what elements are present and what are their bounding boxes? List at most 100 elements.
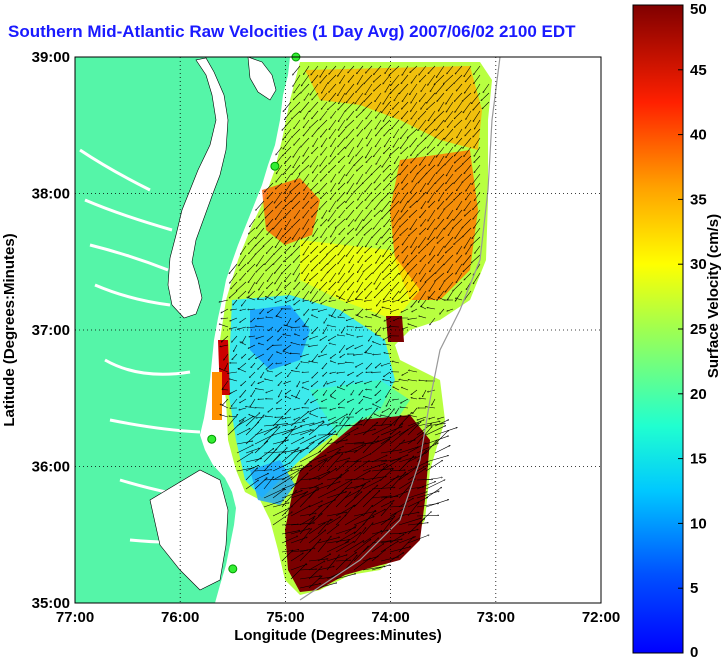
- velocity-arrow: [326, 446, 344, 454]
- velocity-arrow: [471, 236, 481, 246]
- velocity-arrow: [317, 439, 332, 454]
- velocity-arrow: [312, 218, 319, 228]
- velocity-arrow: [222, 398, 229, 406]
- velocity-arrow: [275, 182, 283, 189]
- velocity-arrow: [266, 362, 274, 369]
- velocity-arrow: [239, 407, 247, 410]
- velocity-arrow: [381, 101, 391, 113]
- velocity-arrow: [447, 308, 454, 311]
- velocity-arrow: [364, 92, 373, 102]
- velocity-arrow: [402, 245, 409, 253]
- velocity-arrow: [240, 317, 247, 323]
- velocity-arrow: [278, 326, 283, 332]
- velocity-arrow: [416, 443, 438, 454]
- velocity-arrow: [337, 65, 346, 76]
- velocity-arrow: [400, 191, 409, 203]
- velocity-arrow: [402, 65, 409, 75]
- velocity-arrow: [428, 254, 436, 263]
- velocity-arrow: [290, 429, 311, 436]
- velocity-arrow: [454, 155, 463, 163]
- velocity-arrow: [438, 155, 445, 166]
- velocity-arrow: [294, 137, 301, 145]
- velocity-arrow: [376, 308, 382, 316]
- velocity-arrow: [284, 344, 292, 350]
- velocity-arrow: [283, 209, 292, 219]
- velocity-arrow: [348, 218, 355, 226]
- velocity-arrow: [311, 380, 319, 387]
- velocity-arrow: [294, 83, 301, 93]
- velocity-arrow: [266, 245, 274, 254]
- velocity-arrow: [364, 227, 373, 235]
- velocity-arrow: [224, 353, 229, 360]
- velocity-arrow: [328, 218, 337, 227]
- velocity-arrow: [265, 296, 274, 301]
- velocity-arrow: [357, 65, 364, 74]
- velocity-arrow: [241, 353, 247, 358]
- velocity-arrow: [303, 209, 310, 218]
- velocity-arrow: [464, 164, 472, 174]
- velocity-arrow: [321, 263, 328, 271]
- velocity-arrow: [419, 227, 427, 234]
- velocity-arrow: [401, 299, 409, 302]
- velocity-arrow: [327, 101, 337, 110]
- velocity-arrow: [263, 424, 288, 427]
- radar-station-marker: [270, 161, 280, 171]
- velocity-arrow: [419, 281, 427, 290]
- velocity-arrow: [444, 155, 454, 165]
- velocity-arrow: [241, 380, 247, 386]
- velocity-arrow: [439, 281, 445, 290]
- velocity-arrow: [300, 137, 310, 147]
- velocity-arrow: [353, 418, 367, 427]
- velocity-arrow: [375, 92, 382, 102]
- velocity-arrow: [344, 445, 363, 454]
- velocity-arrow: [309, 272, 319, 281]
- velocity-arrow: [417, 137, 427, 147]
- velocity-arrow: [463, 101, 472, 113]
- velocity-arrow: [372, 314, 382, 319]
- velocity-arrow: [338, 110, 346, 122]
- velocity-arrow: [401, 110, 409, 119]
- velocity-arrow: [312, 146, 319, 154]
- velocity-arrow: [304, 92, 310, 100]
- velocity-arrow: [312, 92, 319, 100]
- velocity-arrow: [356, 299, 364, 301]
- velocity-arrow: [290, 450, 301, 463]
- velocity-arrow: [329, 299, 337, 301]
- velocity-arrow: [371, 437, 390, 445]
- velocity-arrow: [245, 422, 259, 436]
- velocity-arrow: [464, 83, 472, 93]
- velocity-arrow: [331, 137, 337, 147]
- velocity-arrow: [290, 182, 301, 192]
- velocity-arrow: [283, 351, 292, 355]
- radar-station-marker: [207, 434, 217, 444]
- velocity-arrow: [250, 398, 256, 407]
- velocity-arrow: [284, 245, 292, 253]
- velocity-arrow: [327, 380, 337, 384]
- velocity-arrow: [251, 380, 256, 386]
- x-tick-label: 75:00: [266, 609, 304, 626]
- velocity-arrow: [222, 389, 229, 390]
- velocity-arrow: [375, 245, 382, 253]
- velocity-arrow: [389, 440, 405, 454]
- velocity-arrow: [339, 74, 346, 83]
- velocity-arrow: [365, 65, 373, 73]
- velocity-arrow: [443, 74, 454, 84]
- velocity-arrow: [429, 281, 436, 291]
- velocity-arrow: [474, 245, 481, 253]
- velocity-arrow: [302, 380, 310, 383]
- velocity-arrow: [464, 290, 472, 300]
- velocity-arrow: [463, 254, 472, 265]
- velocity-arrow: [248, 227, 256, 234]
- velocity-arrow: [320, 128, 328, 137]
- velocity-arrow: [267, 227, 274, 235]
- velocity-arrow: [357, 371, 364, 376]
- velocity-arrow: [321, 398, 328, 402]
- velocity-arrow: [446, 137, 454, 145]
- velocity-arrow: [374, 272, 382, 284]
- velocity-arrow: [376, 254, 382, 263]
- velocity-arrow: [347, 371, 355, 375]
- velocity-arrow: [462, 227, 472, 237]
- velocity-arrow: [473, 101, 481, 110]
- velocity-arrow: [295, 173, 301, 182]
- velocity-arrow: [302, 281, 310, 290]
